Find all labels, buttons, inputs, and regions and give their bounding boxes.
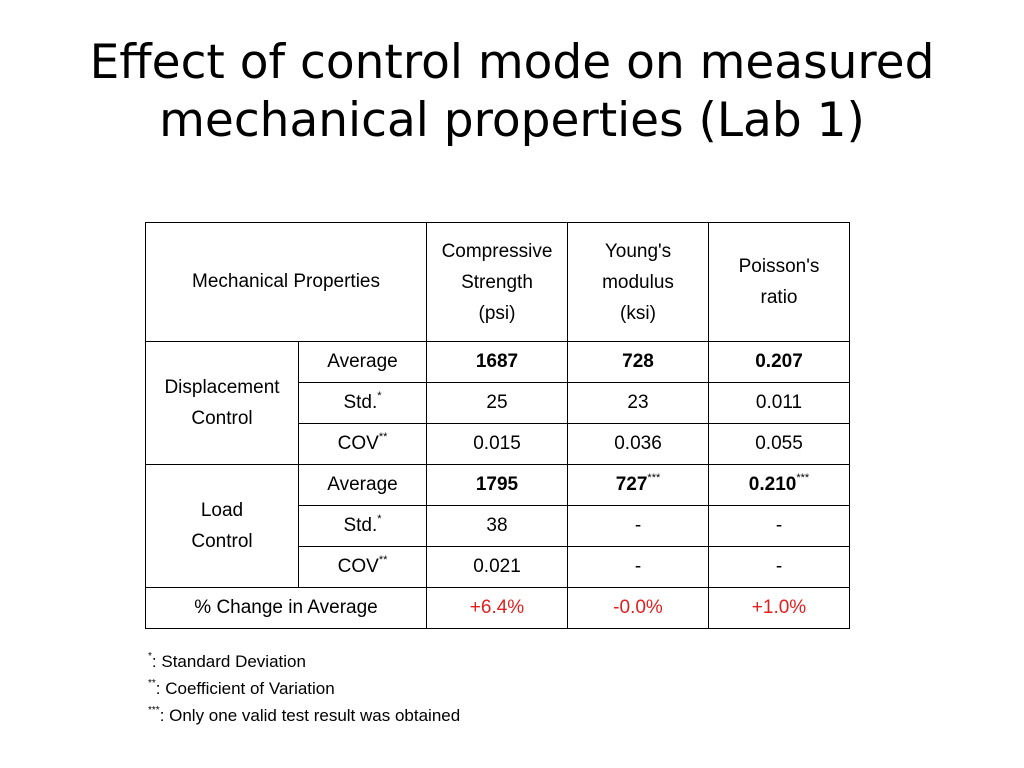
table-row-change: % Change in Average +6.4% -0.0% +1.0% [145, 587, 850, 629]
footnote: **: Coefficient of Variation [148, 678, 335, 699]
change-value: +1.0% [708, 587, 850, 629]
cell-value: - [567, 546, 709, 588]
row-label: Std.* [298, 382, 427, 424]
properties-table: Mechanical Properties Compressive Streng… [145, 222, 850, 629]
cell-value: 0.207 [708, 341, 850, 383]
header-compressive-strength: Compressive Strength (psi) [426, 222, 568, 342]
table-row: Std.* 38 - - [146, 505, 850, 547]
group-displacement-control: Displacement Control [145, 341, 299, 465]
header-youngs-modulus: Young's modulus (ksi) [567, 222, 709, 342]
cell-value: - [708, 505, 850, 547]
cell-value: 0.055 [708, 423, 850, 465]
cell-value: 727*** [567, 464, 709, 506]
footnote: *: Standard Deviation [148, 651, 306, 672]
table-header-row: Mechanical Properties Compressive Streng… [145, 222, 850, 342]
cell-value: - [567, 505, 709, 547]
group-load-control: Load Control [145, 464, 299, 588]
row-label: Average [298, 464, 427, 506]
header-poissons-ratio: Poisson's ratio [708, 222, 850, 342]
cell-value: 0.011 [708, 382, 850, 424]
change-value: +6.4% [426, 587, 568, 629]
cell-value: 25 [426, 382, 568, 424]
table-row: Load Control Average 1795 727*** 0.210**… [145, 464, 850, 588]
footnotes: *: Standard Deviation **: Coefficient of… [148, 648, 460, 729]
row-label: COV** [298, 546, 427, 588]
title-line-1: Effect of control mode on measured [89, 35, 935, 90]
cell-value: 1795 [426, 464, 568, 506]
cell-value: 728 [567, 341, 709, 383]
cell-value: 23 [567, 382, 709, 424]
title-line-2: mechanical properties (Lab 1) [159, 93, 865, 148]
cell-value: 0.015 [426, 423, 568, 465]
table-row: Displacement Control Average 1687 728 0.… [145, 341, 850, 465]
cell-value: 1687 [426, 341, 568, 383]
row-label: Std.* [298, 505, 427, 547]
cell-value: - [708, 546, 850, 588]
page-title: Effect of control mode on measured mecha… [40, 34, 984, 150]
row-label: Average [298, 341, 427, 383]
cell-value: 0.036 [567, 423, 709, 465]
change-label: % Change in Average [145, 587, 427, 629]
cell-value: 0.210*** [708, 464, 850, 506]
header-mechanical-properties: Mechanical Properties [145, 222, 427, 342]
row-label: COV** [298, 423, 427, 465]
table-row: COV** 0.015 0.036 0.055 [146, 423, 850, 465]
cell-value: 38 [426, 505, 568, 547]
cell-value: 0.021 [426, 546, 568, 588]
change-value: -0.0% [567, 587, 709, 629]
table-row: Std.* 25 23 0.011 [146, 382, 850, 424]
footnote: ***: Only one valid test result was obta… [148, 705, 461, 726]
